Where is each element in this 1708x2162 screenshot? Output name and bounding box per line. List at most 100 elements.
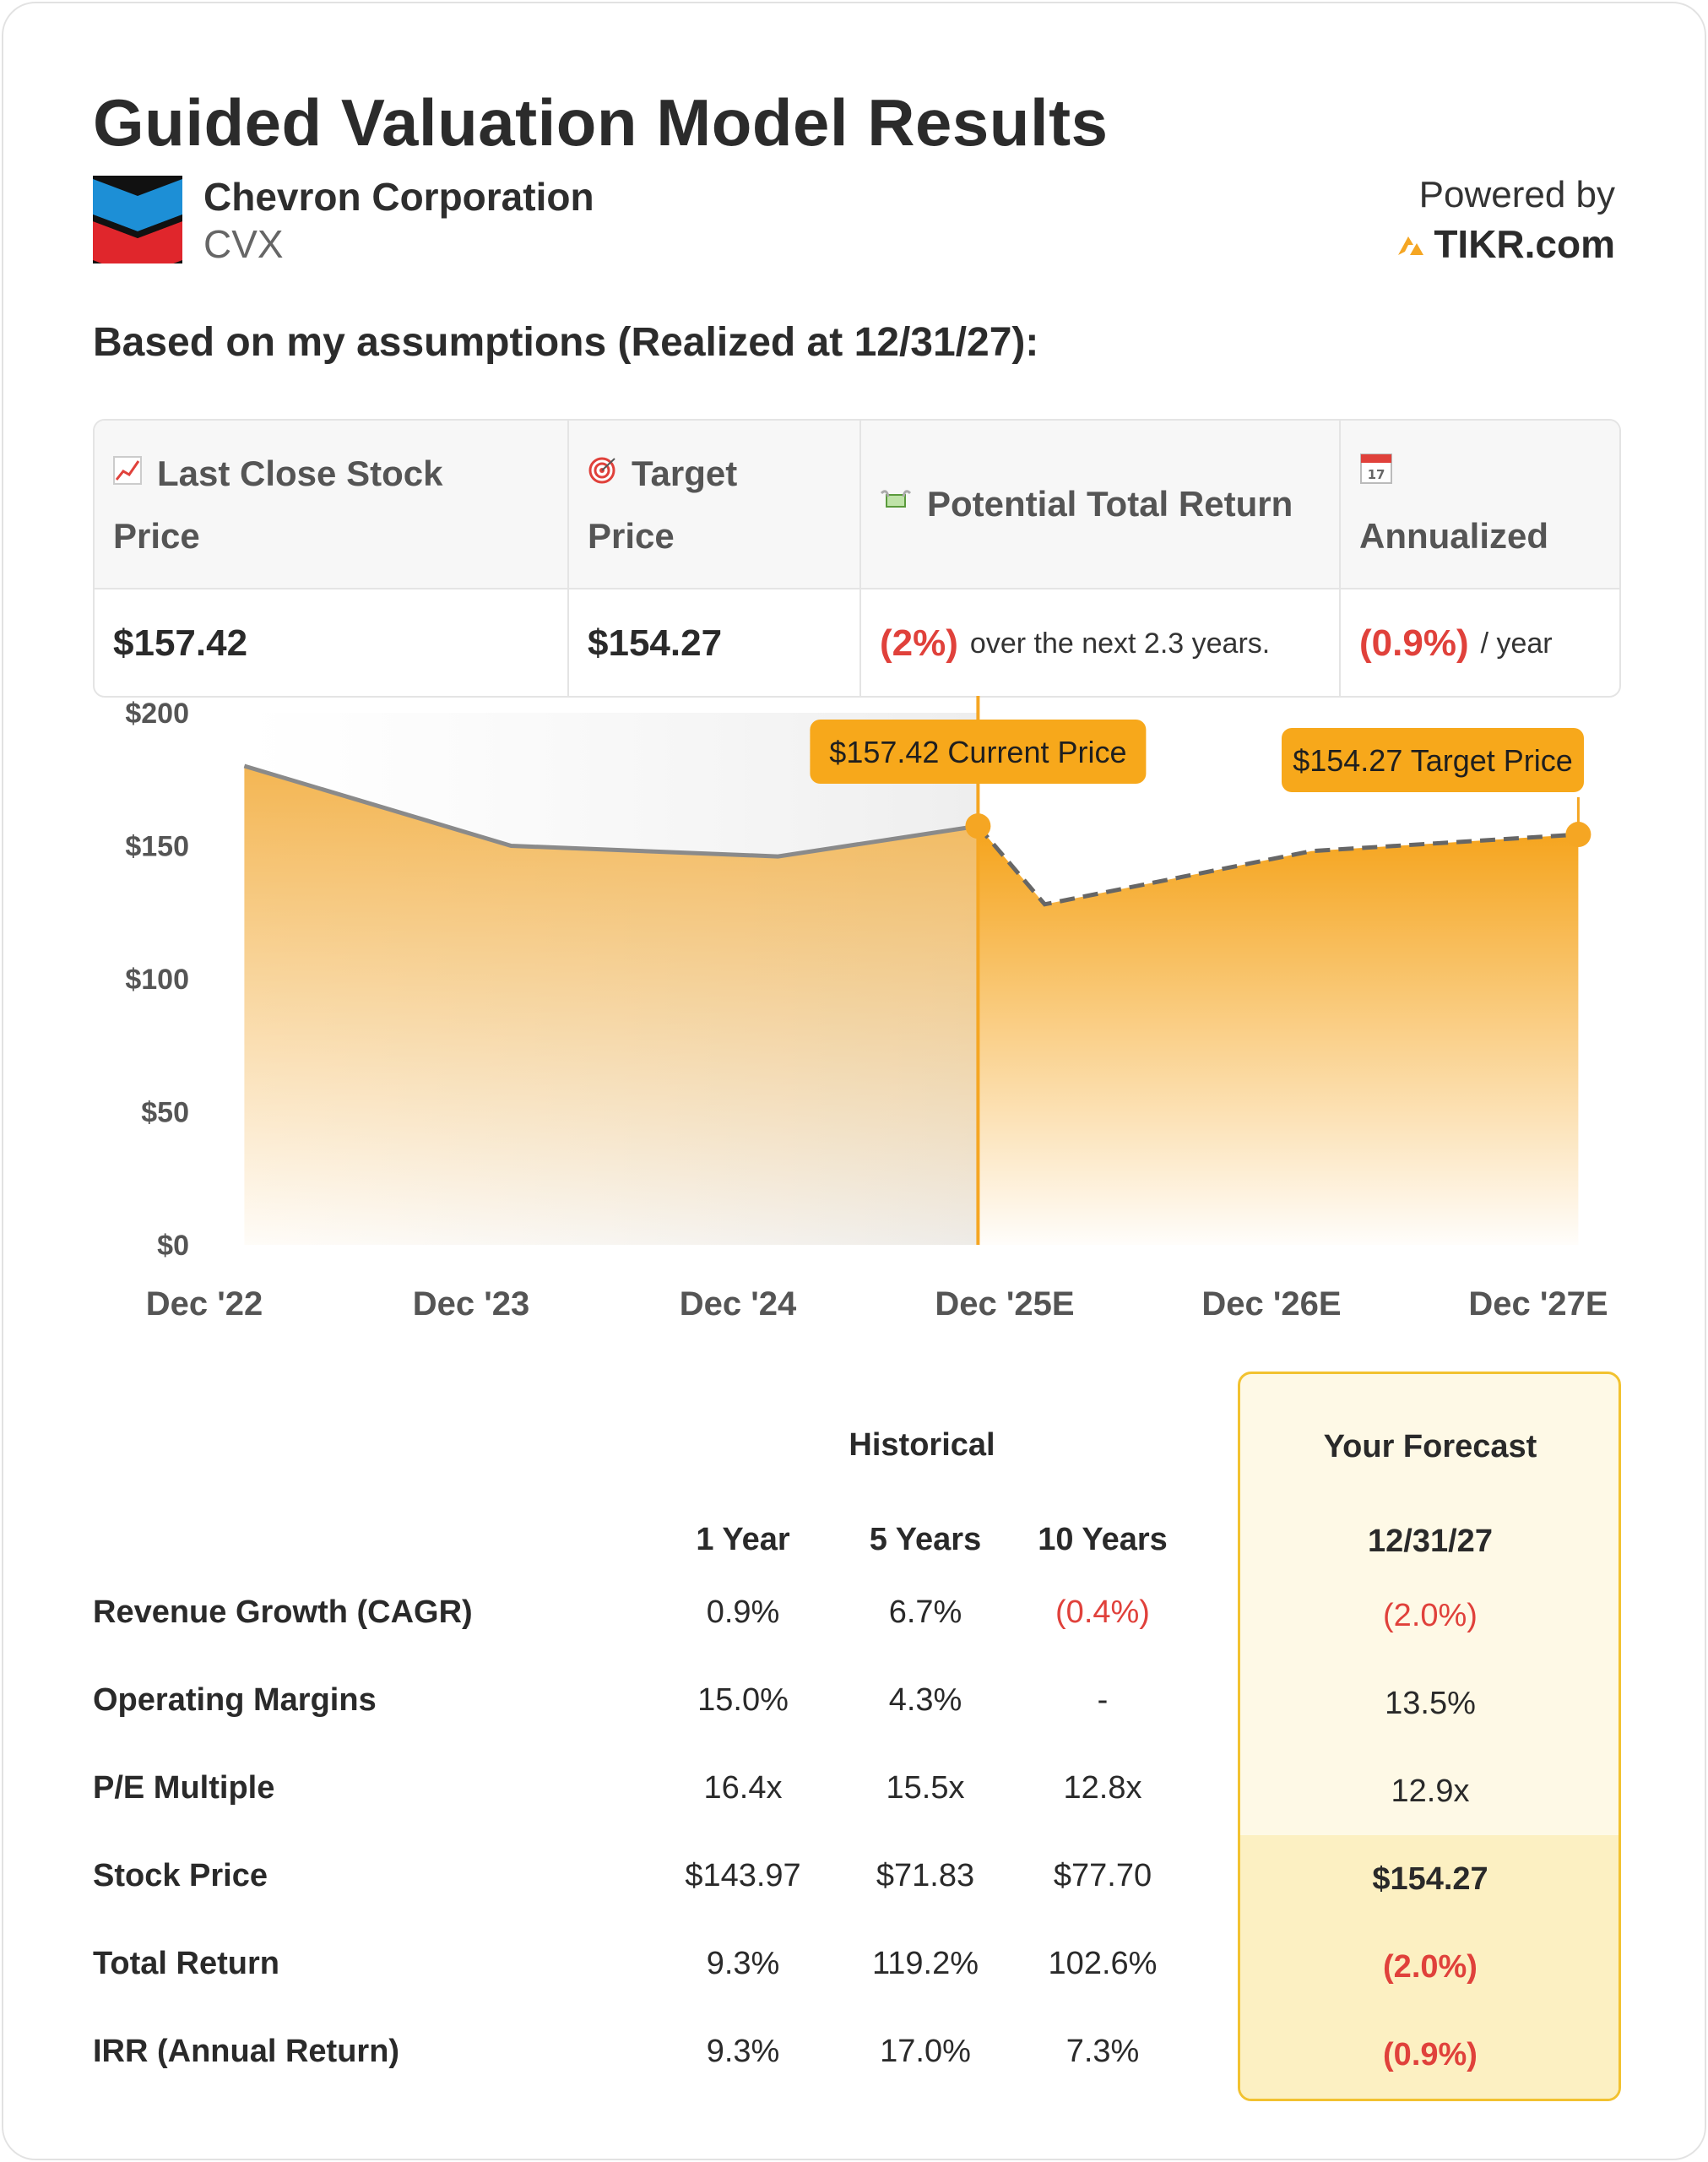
forecast-highlight xyxy=(1240,1835,1619,2099)
historical-area xyxy=(244,766,979,1245)
metric-value: 6.7% xyxy=(888,1594,962,1630)
forecast-date-header: 12/31/27 xyxy=(1368,1524,1493,1559)
metrics-table: Historical Your Forecast 1 Year 5 Years 10 Y… xyxy=(3,1372,1708,2115)
annualized-suffix: / year xyxy=(1480,627,1553,660)
company-name: Chevron Corporation xyxy=(203,175,594,219)
ticker-symbol: CVX xyxy=(203,222,284,266)
metric-value: 102.6% xyxy=(1048,1946,1158,1981)
metric-row-label: Stock Price xyxy=(93,1858,268,1893)
tikr-brand[interactable]: TIKR.com xyxy=(1396,221,1615,267)
x-tick-label: Dec '24 xyxy=(680,1285,797,1323)
summary-col-target: Target Price $154.27 xyxy=(569,421,861,696)
annualized-header: 17 Annualized xyxy=(1359,421,1614,589)
forecast-header: Your Forecast xyxy=(1323,1429,1537,1464)
calendar-icon: 17 xyxy=(1359,445,1393,506)
metric-value: 119.2% xyxy=(871,1946,979,1981)
svg-text:17: 17 xyxy=(1368,467,1385,482)
y-tick-label: $200 xyxy=(125,698,189,730)
summary-table: Last Close Stock Price $157.42 Target Pr… xyxy=(93,419,1621,698)
current-price-point xyxy=(965,813,991,839)
target-label-2: Price xyxy=(588,516,675,557)
metric-row-label: IRR (Annual Return) xyxy=(93,2034,400,2069)
metric-row-label: Total Return xyxy=(93,1946,279,1981)
y-tick-label: $50 xyxy=(141,1097,189,1129)
money-wings-icon xyxy=(880,475,912,536)
x-tick-label: Dec '25E xyxy=(935,1285,1074,1323)
metric-value: 0.9% xyxy=(706,1594,780,1630)
metric-value: 15.5x xyxy=(886,1770,965,1806)
forecast-value: (0.9%) xyxy=(1383,2037,1478,2072)
current-price-tag-bg xyxy=(810,720,1147,784)
annualized-label: Annualized xyxy=(1359,516,1549,557)
annualized-value: (0.9%) xyxy=(1359,622,1469,664)
assumption-heading: Based on my assumptions (Realized at 12/… xyxy=(93,320,1039,365)
powered-by-label: Powered by xyxy=(1418,174,1615,215)
y-tick-label: $100 xyxy=(125,964,189,996)
summary-col-last-close: Last Close Stock Price $157.42 xyxy=(95,421,569,696)
x-tick-label: Dec '26E xyxy=(1201,1285,1341,1323)
metric-value: 9.3% xyxy=(706,1946,780,1981)
current-price-tag: $157.42 Current Price xyxy=(829,735,1126,769)
metric-value: $71.83 xyxy=(876,1858,975,1893)
column-header: 5 Years xyxy=(869,1522,982,1557)
metric-value: 16.4x xyxy=(703,1770,783,1806)
total-return-label: Potential Total Return xyxy=(927,483,1293,524)
last-close-header: Last Close Stock Price xyxy=(113,421,559,589)
x-tick-label: Dec '22 xyxy=(146,1285,263,1323)
target-price-point xyxy=(1565,822,1591,848)
column-header: 1 Year xyxy=(696,1522,790,1557)
metric-value: 12.8x xyxy=(1063,1770,1142,1806)
target-value: $154.27 xyxy=(588,622,723,664)
last-close-label-2: Price xyxy=(113,516,200,557)
target-icon xyxy=(588,445,616,506)
annualized-cell: (0.9%) / year xyxy=(1359,589,1614,696)
metric-value: 4.3% xyxy=(888,1682,962,1718)
tikr-logo-icon xyxy=(1398,236,1424,255)
summary-col-annualized: 17 Annualized (0.9%) / year xyxy=(1341,421,1619,696)
metric-row-label: Revenue Growth (CAGR) xyxy=(93,1594,473,1630)
forecast-line xyxy=(976,824,1579,907)
target-label-1: Target xyxy=(632,453,738,493)
column-header: 10 Years xyxy=(1038,1522,1168,1557)
tikr-brand-label: TIKR.com xyxy=(1434,222,1615,266)
price-chart: $200 $150 $100 $50 $0 Dec '22 Dec '23 Dec '24 De… xyxy=(125,696,1608,1323)
metric-row-label: P/E Multiple xyxy=(93,1770,275,1806)
metric-value: $77.70 xyxy=(1053,1858,1152,1893)
target-header: Target Price xyxy=(588,421,851,589)
forecast-value: 12.9x xyxy=(1391,1774,1470,1809)
metric-value: - xyxy=(1097,1682,1109,1718)
target-price-tag-bg xyxy=(1282,728,1584,792)
forecast-area xyxy=(978,826,1579,1245)
summary-header-row xyxy=(95,421,1619,589)
y-tick-label: $0 xyxy=(157,1230,189,1262)
forecast-column xyxy=(1238,1372,1621,2101)
x-tick-label: Dec '27E xyxy=(1468,1285,1608,1323)
metric-value: 17.0% xyxy=(880,2034,971,2069)
total-return-header: Potential Total Return xyxy=(880,421,1331,589)
metric-value: 15.0% xyxy=(697,1682,789,1718)
metric-value: 9.3% xyxy=(706,2034,780,2069)
last-close-label-1: Last Close Stock xyxy=(157,453,443,493)
historical-line xyxy=(243,763,979,859)
last-close-value: $157.42 xyxy=(113,622,248,664)
summary-col-total-return: Potential Total Return (2%) over the nex… xyxy=(861,421,1341,696)
x-tick-label: Dec '23 xyxy=(413,1285,530,1323)
historical-header: Historical xyxy=(849,1427,995,1463)
metric-value: 7.3% xyxy=(1065,2034,1140,2069)
target-price-tag: $154.27 Target Price xyxy=(1293,743,1573,778)
metric-row-label: Operating Margins xyxy=(93,1682,377,1718)
total-return-value: (2%) xyxy=(880,622,958,664)
total-return-suffix: over the next 2.3 years. xyxy=(969,627,1271,660)
total-return-cell: (2%) over the next 2.3 years. xyxy=(880,589,1331,696)
chart-increasing-icon xyxy=(113,445,142,506)
forecast-value: 13.5% xyxy=(1385,1686,1476,1721)
forecast-value: (2.0%) xyxy=(1383,1949,1478,1985)
y-tick-label: $150 xyxy=(125,831,189,863)
metric-value: $143.97 xyxy=(685,1858,801,1893)
metric-value: (0.4%) xyxy=(1055,1594,1150,1630)
page-title: Guided Valuation Model Results xyxy=(93,85,1109,160)
forecast-value: (2.0%) xyxy=(1383,1598,1478,1633)
forecast-value: $154.27 xyxy=(1372,1861,1488,1897)
chevron-logo xyxy=(93,176,182,263)
